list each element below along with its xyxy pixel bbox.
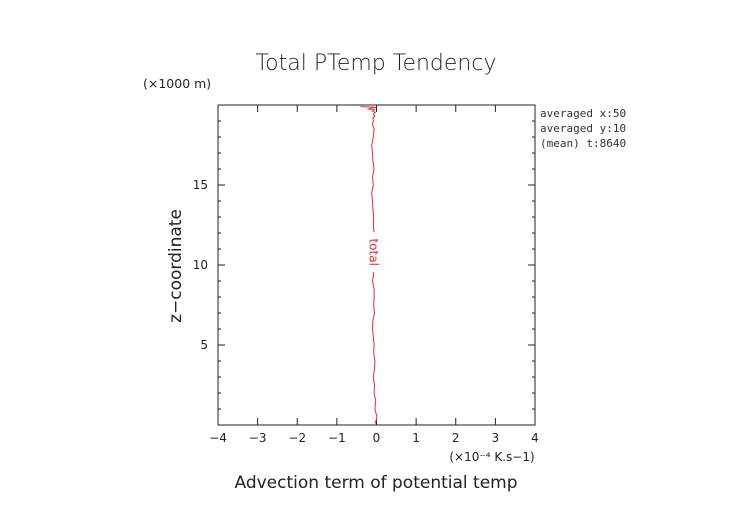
plot-area: −4 −3 −2 −1 0 1 2 3 4 5 10 15 total: [193, 104, 539, 445]
x-axis-ticks: −4 −3 −2 −1 0 1 2 3 4: [209, 105, 539, 445]
x-tick-label: −2: [288, 431, 306, 445]
y-axis-units: (×1000 m): [143, 76, 211, 91]
y-axis-ticks: 5 10 15: [193, 120, 535, 410]
y-tick-label: 5: [200, 338, 208, 352]
x-tick-label: −3: [249, 431, 267, 445]
y-axis-title: z−coordinate: [166, 209, 186, 323]
x-tick-label: 0: [373, 431, 381, 445]
y-tick-label: 15: [193, 178, 208, 192]
annotation-notes: averaged x:50 averaged y:10 (mean) t:8640: [540, 107, 626, 150]
x-tick-label: 4: [531, 431, 539, 445]
chart-title: Total PTemp Tendency: [255, 51, 496, 76]
series-layer: total: [360, 106, 381, 424]
x-tick-label: 1: [412, 431, 420, 445]
x-tick-label: −4: [209, 431, 227, 445]
x-axis-units: (×10⁻⁴ K.s−1): [449, 450, 534, 464]
y-tick-label: 10: [193, 258, 208, 272]
series-label-background: [367, 232, 380, 273]
x-tick-label: 2: [452, 431, 460, 445]
series-label: total: [367, 238, 381, 265]
annotation-note: averaged x:50: [540, 107, 626, 120]
x-axis-title: Advection term of potential temp: [234, 473, 517, 493]
x-tick-label: −1: [328, 431, 346, 445]
annotation-note: (mean) t:8640: [540, 137, 626, 150]
x-tick-label: 3: [492, 431, 500, 445]
annotation-note: averaged y:10: [540, 122, 626, 135]
series-line-total: [360, 106, 378, 424]
